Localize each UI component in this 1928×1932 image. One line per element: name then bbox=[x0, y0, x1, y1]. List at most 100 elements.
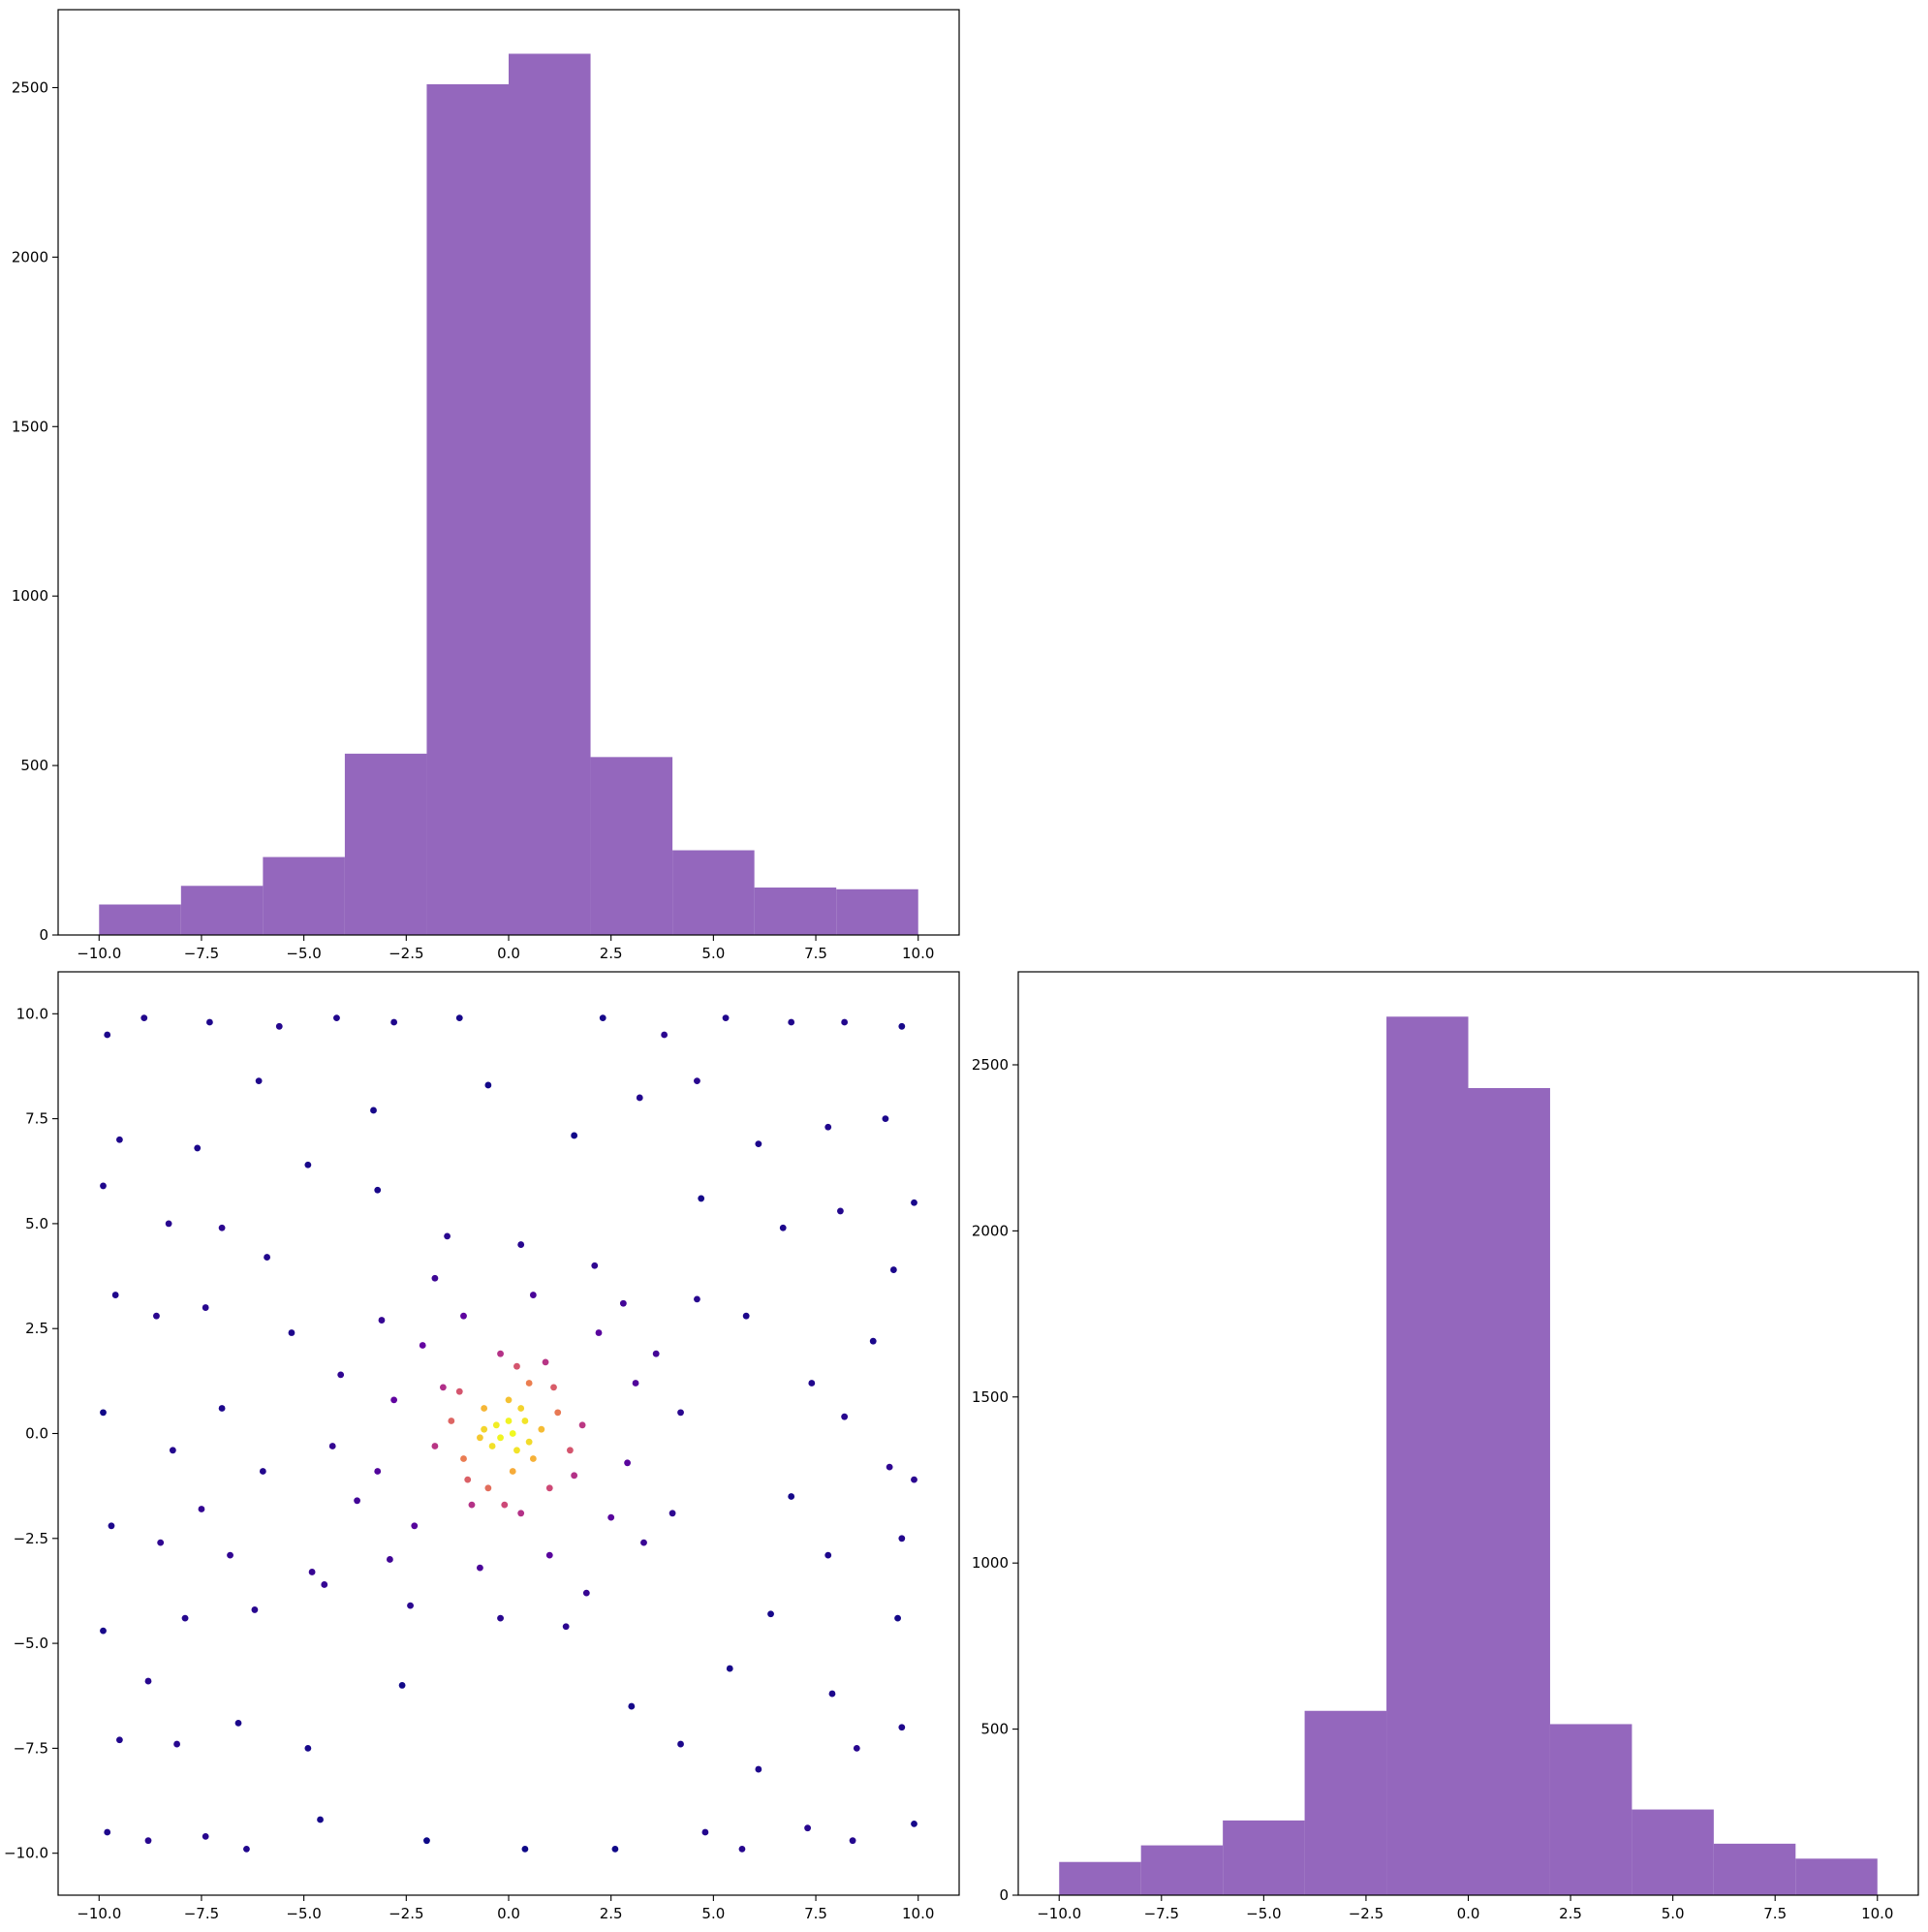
y-tick-label: 1500 bbox=[972, 1388, 1009, 1406]
scatter-point bbox=[308, 1569, 316, 1575]
scatter-point bbox=[264, 1254, 270, 1261]
x-tick-label: 2.5 bbox=[600, 1905, 623, 1922]
scatter-point bbox=[886, 1463, 893, 1471]
scatter-point bbox=[251, 1606, 259, 1613]
scatter-point bbox=[411, 1522, 419, 1530]
scatter-point bbox=[755, 1765, 762, 1773]
bar bbox=[509, 53, 591, 935]
scatter-point bbox=[202, 1832, 209, 1840]
scatter-point bbox=[378, 1317, 386, 1324]
scatter-point bbox=[841, 1018, 849, 1026]
x-tick-label: −2.5 bbox=[389, 945, 423, 962]
scatter-point bbox=[661, 1031, 669, 1039]
scatter-point bbox=[501, 1501, 509, 1509]
scatter-point bbox=[722, 1014, 730, 1022]
scatter-point bbox=[455, 1014, 463, 1022]
scatter-point bbox=[853, 1744, 860, 1752]
x-tick-label: −7.5 bbox=[1144, 1905, 1179, 1922]
bar bbox=[263, 857, 345, 935]
x-tick-label: 10.0 bbox=[902, 945, 934, 962]
bar bbox=[754, 888, 837, 935]
panel: −10.0 −7.5 −5.0 −2.5 0.0 2.5 5.0 7.5 10.0 0 500 100… bbox=[12, 9, 960, 962]
bar bbox=[99, 904, 181, 935]
scatter-point bbox=[582, 1589, 590, 1597]
scatter-point bbox=[484, 1081, 492, 1089]
scatter-point bbox=[726, 1665, 733, 1672]
bar bbox=[1304, 1710, 1387, 1895]
scatter-point bbox=[898, 1022, 906, 1030]
y-tick-label: 2500 bbox=[12, 78, 48, 96]
scatter-point bbox=[100, 1182, 107, 1190]
scatter-point bbox=[100, 1409, 107, 1417]
scatter-point bbox=[509, 1430, 516, 1437]
scatter-point bbox=[354, 1497, 360, 1505]
x-tick-label: 2.5 bbox=[1559, 1905, 1582, 1922]
scatter-point bbox=[694, 1295, 700, 1303]
scatter-point bbox=[513, 1447, 520, 1454]
scatter-point bbox=[788, 1018, 795, 1026]
y-tick-label: −2.5 bbox=[14, 1530, 48, 1547]
scatter-point bbox=[567, 1447, 574, 1454]
y-tick-label: 0 bbox=[39, 926, 48, 944]
bar bbox=[672, 850, 755, 935]
y-tick-label: 500 bbox=[20, 757, 48, 774]
bar bbox=[1468, 1087, 1550, 1895]
scatter-point bbox=[804, 1824, 811, 1832]
bar bbox=[1386, 1016, 1469, 1895]
x-tick-label: 0.0 bbox=[497, 1905, 520, 1922]
scatter-point bbox=[157, 1539, 165, 1546]
scatter-point bbox=[677, 1409, 684, 1417]
scatter-point bbox=[144, 1677, 152, 1685]
scatter-point bbox=[571, 1132, 578, 1139]
scatter-point bbox=[808, 1380, 816, 1387]
scatter-point bbox=[431, 1443, 439, 1449]
x-tick-label: −7.5 bbox=[184, 1905, 219, 1922]
panel: −10.0 −7.5 −5.0 −2.5 0.0 2.5 5.0 7.5 10.0 0 500 100… bbox=[972, 971, 1919, 1922]
x-tick-label: 7.5 bbox=[804, 945, 827, 962]
scatter-point bbox=[144, 1837, 152, 1845]
bar bbox=[1549, 1724, 1633, 1895]
x-tick-label: −2.5 bbox=[1349, 1905, 1384, 1922]
scatter-point bbox=[898, 1535, 906, 1542]
x-tick-label: 0.0 bbox=[1457, 1905, 1480, 1922]
scatter-point bbox=[304, 1744, 312, 1752]
scatter-point bbox=[898, 1724, 906, 1731]
scatter-point bbox=[481, 1425, 488, 1433]
scatter-point bbox=[611, 1845, 619, 1853]
scatter-point bbox=[140, 1014, 148, 1022]
scatter-point bbox=[333, 1014, 340, 1022]
scatter-point bbox=[517, 1405, 525, 1412]
scatter-point bbox=[374, 1186, 382, 1194]
scatter-point bbox=[788, 1493, 795, 1500]
scatter-point bbox=[742, 1312, 750, 1320]
scatter-point bbox=[521, 1845, 529, 1853]
axes-frame bbox=[57, 971, 960, 1896]
scatter-point bbox=[104, 1031, 111, 1039]
scatter-point bbox=[837, 1207, 844, 1215]
scatter-point bbox=[455, 1387, 463, 1395]
scatter-point bbox=[431, 1274, 439, 1282]
scatter-point bbox=[328, 1443, 336, 1449]
scatter-point bbox=[571, 1472, 578, 1480]
scatter-point bbox=[894, 1614, 901, 1622]
scatter-point bbox=[288, 1329, 295, 1336]
scatter-point bbox=[505, 1418, 513, 1424]
x-tick-label: 10.0 bbox=[902, 1905, 934, 1922]
scatter-point bbox=[701, 1828, 709, 1836]
scatter-point bbox=[828, 1690, 836, 1698]
scatter-point bbox=[370, 1106, 377, 1114]
scatter-point bbox=[911, 1199, 917, 1206]
scatter-point bbox=[841, 1413, 849, 1420]
x-tick-label: −2.5 bbox=[389, 1905, 423, 1922]
scatter-point bbox=[595, 1329, 603, 1336]
scatter-point bbox=[521, 1418, 529, 1424]
bar bbox=[426, 83, 509, 935]
scatter-point bbox=[882, 1115, 889, 1123]
bar bbox=[1713, 1843, 1796, 1895]
scatter-point bbox=[116, 1736, 123, 1744]
scatter-point bbox=[468, 1501, 476, 1509]
scatter-point bbox=[243, 1845, 250, 1853]
scatter-point bbox=[275, 1022, 283, 1030]
scatter-point bbox=[259, 1468, 266, 1475]
